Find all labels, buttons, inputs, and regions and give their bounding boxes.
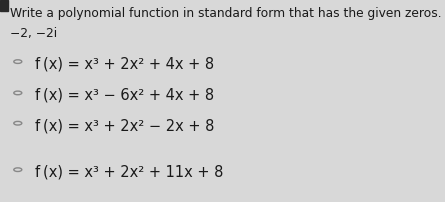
Text: f (x) = x³ + 2x² − 2x + 8: f (x) = x³ + 2x² − 2x + 8 [35, 118, 214, 133]
Text: f (x) = x³ + 2x² + 11x + 8: f (x) = x³ + 2x² + 11x + 8 [35, 165, 223, 180]
Text: Write a polynomial function in standard form that has the given zeros.: Write a polynomial function in standard … [10, 7, 441, 20]
Bar [0, 0, 8, 11]
Text: f (x) = x³ − 6x² + 4x + 8: f (x) = x³ − 6x² + 4x + 8 [35, 88, 214, 103]
Text: −2, −2i: −2, −2i [10, 27, 57, 40]
Text: f (x) = x³ + 2x² + 4x + 8: f (x) = x³ + 2x² + 4x + 8 [35, 57, 214, 72]
